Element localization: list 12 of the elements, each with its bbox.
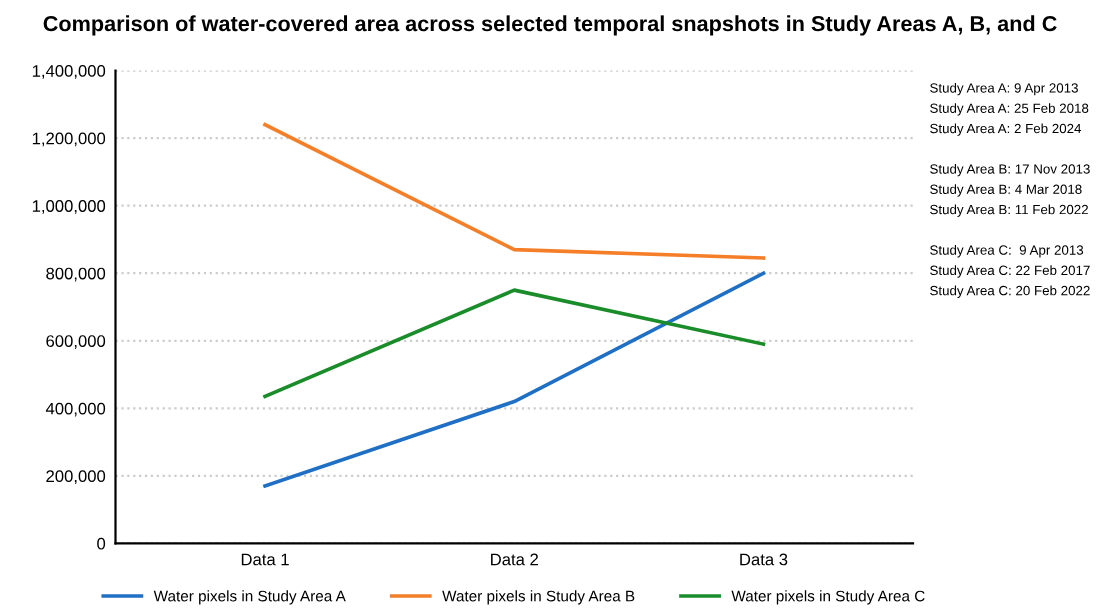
chart-title: Comparison of water-covered area across selected temporal snapshots in Study Areas A, B, and C (43, 15, 1057, 36)
y-tick-label: 400,000 (45, 402, 106, 417)
y-tick-label: 200,000 (46, 470, 106, 485)
y-tick-label: 1,400,000 (32, 65, 106, 79)
y-tick-label: 800,000 (46, 267, 106, 282)
x-tick-label: Data 2 (491, 553, 538, 566)
y-tick-label: 1,000,000 (32, 200, 106, 214)
y-tick-label: 1,200,000 (32, 132, 106, 147)
x-tick-label: Data 3 (740, 553, 788, 566)
y-tick-label: 0 (97, 537, 106, 550)
x-tick-label: Data 1 (241, 553, 289, 566)
y-tick-label: 600,000 (46, 335, 106, 349)
